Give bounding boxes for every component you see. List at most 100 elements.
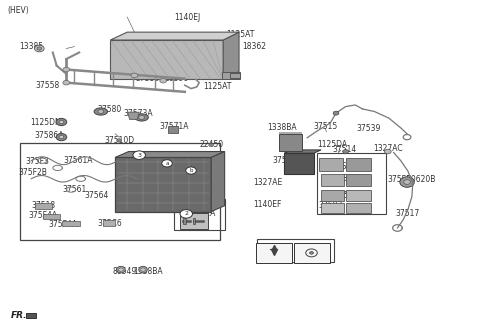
Polygon shape — [223, 32, 239, 79]
Circle shape — [180, 210, 192, 218]
Circle shape — [333, 111, 339, 115]
Text: 37564: 37564 — [85, 191, 109, 200]
Text: 1125DA: 1125DA — [317, 140, 347, 149]
Bar — [279, 134, 302, 151]
Text: (HEV): (HEV) — [7, 6, 29, 15]
Text: 37559: 37559 — [136, 74, 160, 83]
Text: 86549: 86549 — [113, 267, 137, 276]
Text: 37571A: 37571A — [159, 122, 189, 131]
Text: 1140EJ: 1140EJ — [174, 12, 200, 22]
Text: 13385: 13385 — [19, 42, 43, 51]
Ellipse shape — [135, 114, 148, 121]
Circle shape — [119, 268, 123, 271]
Ellipse shape — [400, 177, 414, 187]
Circle shape — [35, 45, 44, 52]
Circle shape — [186, 167, 196, 174]
Bar — [321, 190, 344, 201]
Circle shape — [162, 160, 172, 167]
Text: b: b — [189, 168, 193, 173]
Bar — [35, 203, 52, 209]
Bar — [321, 174, 344, 186]
Text: 1141AC: 1141AC — [260, 244, 289, 253]
Text: 379S1: 379S1 — [328, 162, 352, 171]
Bar — [346, 174, 371, 186]
Circle shape — [160, 78, 167, 83]
Bar — [319, 158, 343, 171]
Text: 375C6: 375C6 — [97, 218, 122, 228]
Text: 375F3: 375F3 — [25, 157, 49, 166]
Text: 37561: 37561 — [62, 185, 86, 194]
Polygon shape — [284, 150, 321, 153]
Text: 375F4A: 375F4A — [49, 220, 78, 229]
Circle shape — [384, 149, 391, 154]
Text: 3: 3 — [137, 153, 141, 158]
Circle shape — [37, 47, 42, 50]
Text: 37513: 37513 — [278, 135, 302, 144]
Polygon shape — [168, 126, 178, 133]
Bar — [193, 218, 195, 224]
Circle shape — [63, 80, 70, 85]
Text: 37580: 37580 — [97, 105, 121, 114]
Bar — [43, 214, 60, 219]
Bar — [346, 190, 371, 201]
Circle shape — [59, 135, 64, 139]
Polygon shape — [284, 153, 314, 174]
Text: 37595: 37595 — [151, 35, 175, 44]
Bar — [20, 143, 220, 240]
Polygon shape — [222, 72, 240, 79]
Text: 37514: 37514 — [333, 145, 357, 154]
Text: 1338BA: 1338BA — [133, 267, 163, 276]
Bar — [183, 218, 186, 224]
Circle shape — [209, 143, 214, 147]
Circle shape — [139, 115, 144, 119]
Bar — [256, 243, 292, 263]
Ellipse shape — [56, 133, 67, 141]
Circle shape — [343, 150, 348, 154]
Text: 375F5: 375F5 — [387, 175, 411, 184]
Circle shape — [404, 180, 410, 184]
Ellipse shape — [94, 108, 108, 115]
Circle shape — [131, 73, 138, 78]
Text: 37517: 37517 — [395, 209, 419, 218]
Text: FR.: FR. — [11, 311, 27, 320]
Text: 37561A: 37561A — [63, 156, 93, 165]
Text: 37507: 37507 — [272, 155, 296, 165]
Circle shape — [117, 139, 121, 142]
Polygon shape — [115, 152, 225, 157]
Text: 37510D: 37510D — [104, 136, 134, 145]
Bar — [26, 313, 36, 318]
Polygon shape — [128, 112, 139, 119]
Text: 22450: 22450 — [199, 140, 223, 150]
Text: 2: 2 — [184, 211, 188, 216]
Text: 1125AT: 1125AT — [203, 82, 231, 92]
Bar — [62, 221, 80, 226]
Bar — [321, 203, 344, 213]
Text: a: a — [165, 161, 169, 166]
Text: 1140EF: 1140EF — [253, 199, 282, 209]
Text: 37583: 37583 — [335, 191, 359, 200]
Polygon shape — [279, 132, 302, 134]
Polygon shape — [211, 152, 225, 212]
Circle shape — [310, 252, 313, 254]
Text: 37539: 37539 — [357, 124, 381, 133]
Bar — [180, 213, 208, 229]
Text: 379S4: 379S4 — [342, 174, 366, 183]
Text: 37586A: 37586A — [34, 131, 64, 140]
Bar — [346, 203, 371, 213]
Polygon shape — [110, 32, 239, 40]
Text: 37512A: 37512A — [186, 209, 216, 218]
Text: 1327AE: 1327AE — [253, 177, 282, 187]
Text: 37518: 37518 — [31, 201, 55, 211]
Text: 1338BA: 1338BA — [267, 123, 297, 133]
Circle shape — [141, 268, 145, 271]
Text: 1125DN: 1125DN — [30, 117, 61, 127]
Text: 37573A: 37573A — [123, 109, 153, 118]
Ellipse shape — [56, 118, 67, 126]
Text: 37515: 37515 — [313, 122, 337, 131]
Text: 37590A: 37590A — [210, 51, 240, 60]
Bar — [294, 243, 330, 263]
Bar — [174, 199, 225, 230]
Circle shape — [98, 110, 104, 113]
Circle shape — [59, 120, 64, 124]
Circle shape — [63, 67, 70, 72]
